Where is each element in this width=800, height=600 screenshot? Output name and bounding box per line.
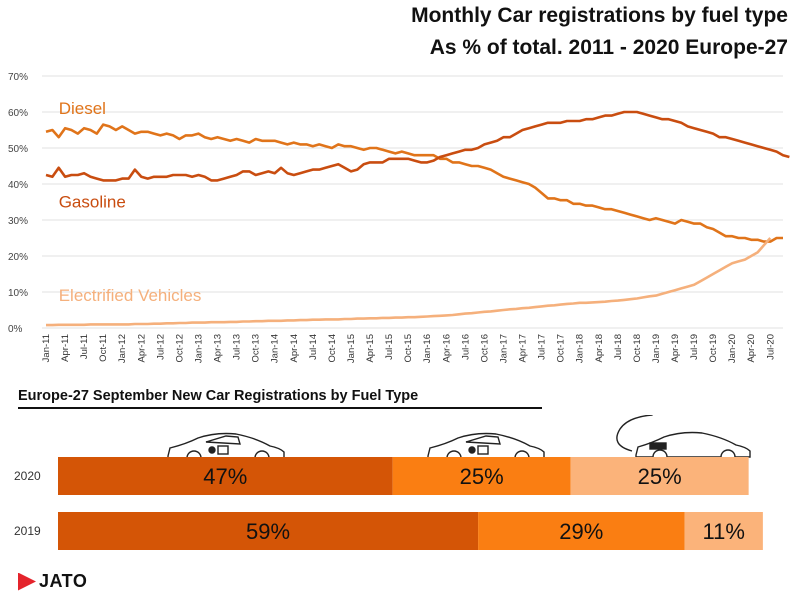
chart-subtitle: As % of total. 2011 - 2020 Europe-27 xyxy=(429,36,788,59)
series-label: Electrified Vehicles xyxy=(59,286,202,305)
x-tick-label: Jan-13 xyxy=(193,334,204,363)
bar-value-label: 25% xyxy=(638,464,682,489)
bar-segment xyxy=(570,457,749,495)
brand-name: JATO xyxy=(39,571,88,591)
x-tick-label: Apr-13 xyxy=(213,334,224,363)
x-tick-label: Apr-12 xyxy=(136,334,147,363)
bar-segment xyxy=(478,512,685,550)
x-tick-label: Oct-16 xyxy=(479,334,490,363)
y-tick-label: 40% xyxy=(8,180,28,191)
bar-value-label: 11% xyxy=(703,519,745,544)
x-tick-label: Jan-20 xyxy=(727,334,738,363)
x-tick-label: Oct-17 xyxy=(556,334,567,363)
bar-value-label: 59% xyxy=(246,519,290,544)
bar-value-label: 29% xyxy=(559,519,603,544)
x-tick-label: Jul-13 xyxy=(232,334,243,360)
x-tick-label: Apr-20 xyxy=(746,334,757,363)
x-tick-label: Apr-11 xyxy=(60,334,71,362)
bar-chart-title: Europe-27 September New Car Registration… xyxy=(18,388,419,404)
x-tick-label: Jan-14 xyxy=(270,334,281,363)
series-line xyxy=(46,237,772,327)
x-tick-label: Jan-17 xyxy=(498,334,509,363)
x-tick-label: Oct-15 xyxy=(403,334,414,363)
x-tick-label: Apr-17 xyxy=(518,334,529,363)
x-tick-label: Oct-11 xyxy=(98,334,109,362)
bar-value-label: 25% xyxy=(460,464,504,489)
series-label: Gasoline xyxy=(59,192,126,211)
line-chart: 0% 10% 20% 30% 40% 50% 60% 70% Jan-11 Apr-11 Jul-1… xyxy=(8,72,790,363)
x-tick-label: Jan-12 xyxy=(117,334,128,363)
x-tick-label: Jul-14 xyxy=(308,334,319,360)
x-tick-label: Apr-18 xyxy=(594,334,605,363)
bar-value-label: 47% xyxy=(203,464,247,489)
chart-title: Monthly Car registrations by fuel type xyxy=(411,4,788,27)
x-tick-label: Jan-11 xyxy=(41,334,52,362)
x-tick-label: Jan-15 xyxy=(346,334,357,363)
bar-segment xyxy=(58,512,479,550)
x-tick-label: Oct-19 xyxy=(708,334,719,363)
x-tick-label: Oct-14 xyxy=(327,334,338,363)
bar-segment xyxy=(392,457,571,495)
bar-category-label: 2020 xyxy=(14,469,41,483)
x-tick-label: Jan-19 xyxy=(651,334,662,363)
x-tick-label: Jan-18 xyxy=(575,334,586,363)
series-label: Diesel xyxy=(59,99,106,118)
x-tick-label: Apr-16 xyxy=(441,334,452,363)
series-line xyxy=(45,123,783,243)
y-tick-label: 60% xyxy=(8,108,28,119)
x-tick-label: Oct-13 xyxy=(251,334,262,363)
jato-logo: JATO xyxy=(18,571,87,592)
x-tick-label: Oct-12 xyxy=(174,334,185,363)
y-tick-label: 20% xyxy=(8,252,28,263)
bar-segment xyxy=(58,457,393,495)
x-tick-label: Jul-19 xyxy=(689,334,700,360)
y-tick-label: 30% xyxy=(8,216,28,227)
y-tick-label: 50% xyxy=(8,144,28,155)
bar-title-underline xyxy=(18,407,542,409)
series-line xyxy=(45,110,790,182)
x-tick-label: Jul-18 xyxy=(613,334,624,360)
x-tick-label: Jul-17 xyxy=(537,334,548,360)
x-tick-label: Jan-16 xyxy=(422,334,433,363)
y-tick-label: 70% xyxy=(8,72,28,83)
x-tick-label: Jul-11 xyxy=(79,334,90,359)
y-tick-label: 0% xyxy=(8,324,23,335)
y-tick-label: 10% xyxy=(8,288,28,299)
x-tick-label: Apr-19 xyxy=(670,334,681,363)
jato-flag-icon xyxy=(18,572,36,591)
x-tick-label: Jul-16 xyxy=(460,334,471,360)
x-tick-label: Jul-12 xyxy=(155,334,166,360)
bar-category-label: 2019 xyxy=(14,524,41,538)
electric-car-icon xyxy=(616,415,751,465)
bar-segment xyxy=(684,512,763,550)
bar-chart: 2020 47% 25% 25% 2019 59% 29% 11% xyxy=(14,415,763,550)
x-tick-label: Apr-15 xyxy=(365,334,376,363)
x-tick-label: Apr-14 xyxy=(289,334,300,363)
x-tick-label: Jul-15 xyxy=(384,334,395,360)
x-tick-label: Jul-20 xyxy=(765,334,776,360)
x-tick-label: Oct-18 xyxy=(632,334,643,363)
